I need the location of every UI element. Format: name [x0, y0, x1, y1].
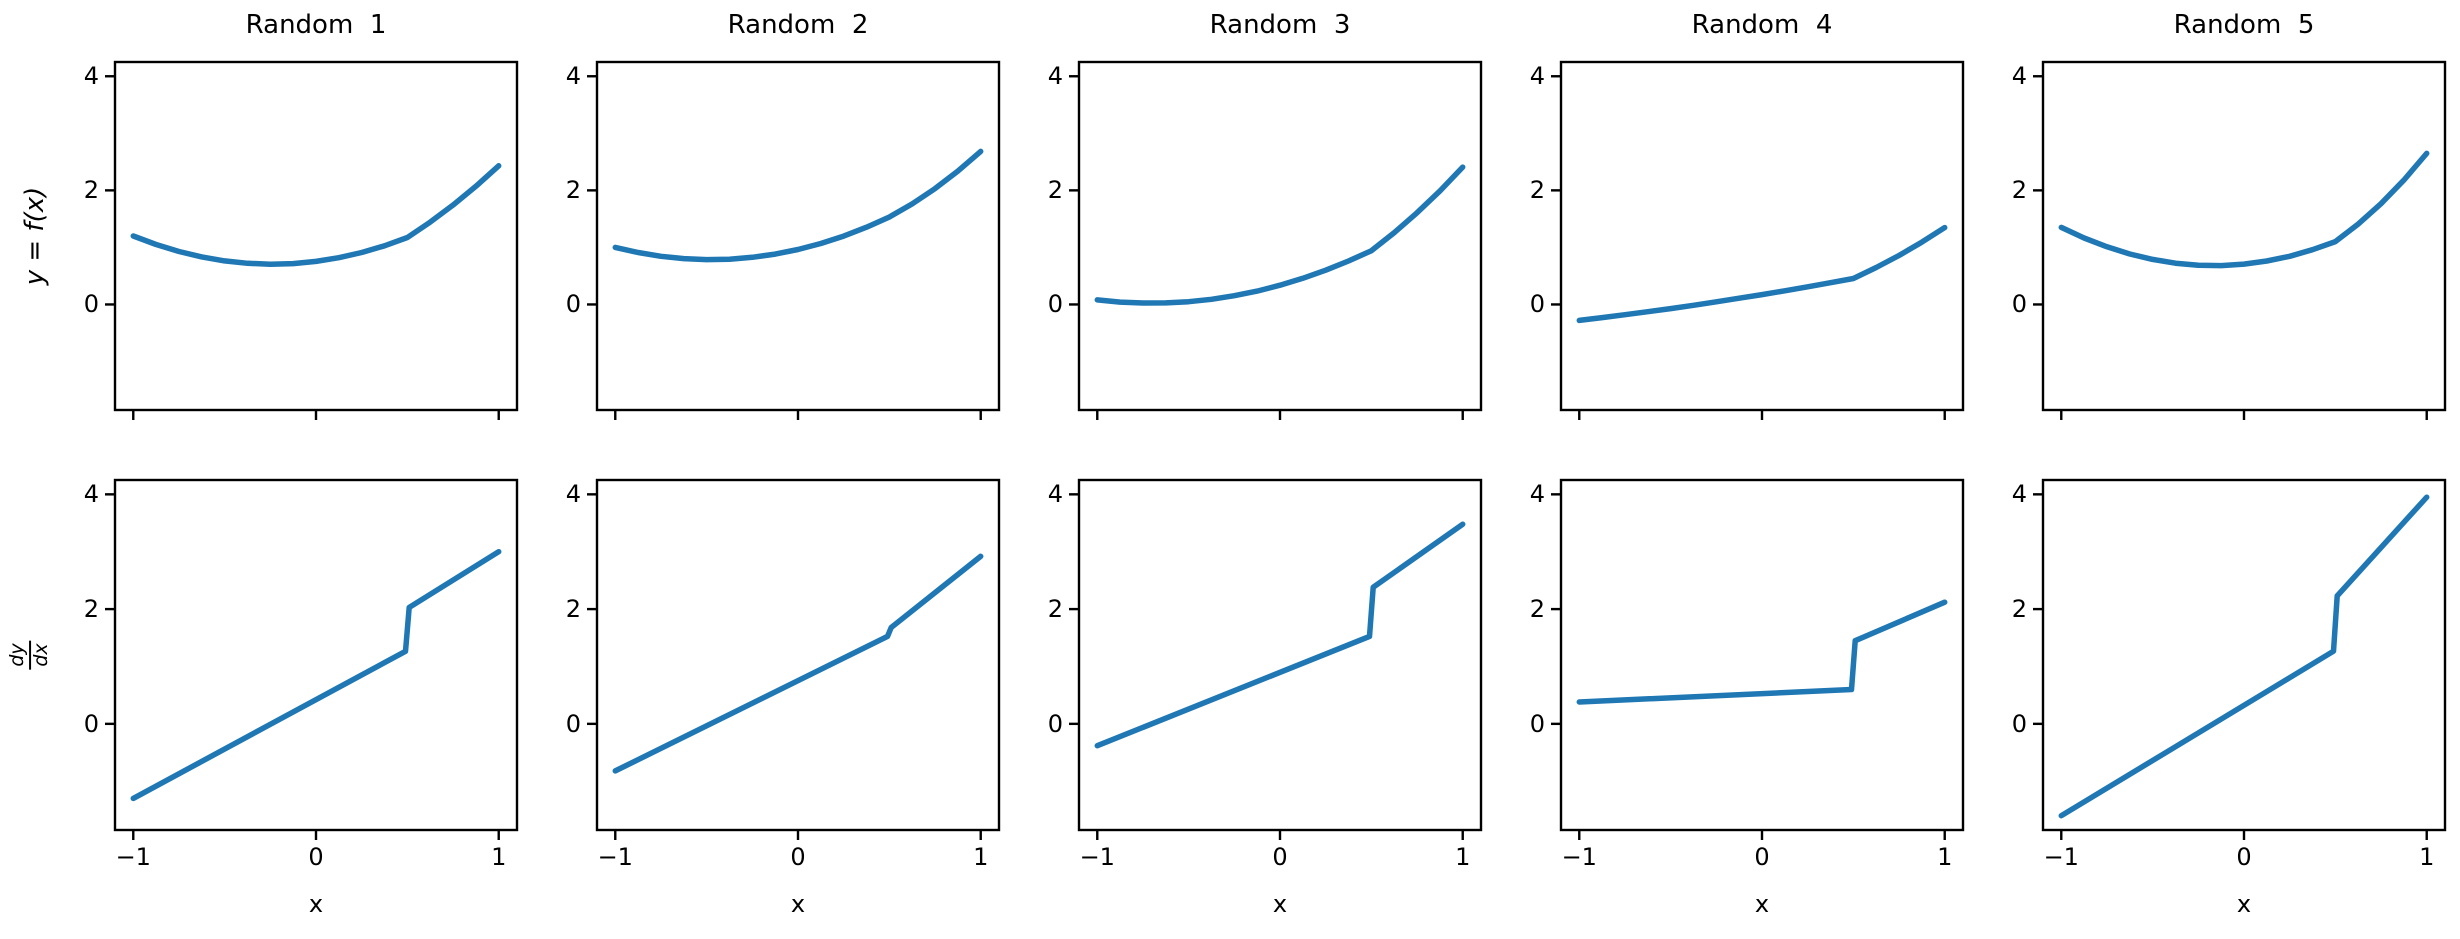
x-tick-label: 1	[491, 843, 507, 871]
y-tick-label: 4	[1529, 62, 1545, 91]
x-tick-label: 1	[973, 843, 989, 871]
x-tick-label: 0	[1754, 843, 1770, 871]
subplot-r1c2	[1069, 478, 1483, 840]
y-tick-label: 0	[83, 709, 99, 738]
data-line	[130, 548, 502, 802]
y-tick-label: 0	[565, 709, 581, 738]
data-line	[1094, 521, 1466, 749]
y-tick-label: 0	[1047, 290, 1063, 319]
subplot-r0c3	[1551, 60, 1965, 420]
x-tick-label: 0	[308, 843, 324, 871]
y-tick-label: 4	[565, 62, 581, 91]
y-tick-label: 4	[1047, 480, 1063, 509]
y-tick-label: 2	[1047, 595, 1063, 624]
x-tick-label: −1	[2043, 843, 2079, 871]
x-axis-label: x	[2236, 890, 2252, 918]
subplot-r0c0	[105, 60, 519, 420]
x-axis-label: x	[1272, 890, 1288, 918]
y-tick-label: 4	[2011, 480, 2027, 509]
y-tick-label: 4	[83, 480, 99, 509]
data-line	[1576, 224, 1948, 324]
y-tick-label: 2	[83, 595, 99, 624]
axes-frame	[2041, 478, 2447, 832]
data-line	[612, 148, 984, 263]
x-tick-label: −1	[1079, 843, 1115, 871]
y-tick-label: 2	[565, 595, 581, 624]
subplot-r0c2	[1069, 60, 1483, 420]
x-tick-label: 1	[1455, 843, 1471, 871]
y-tick-label: 4	[2011, 62, 2027, 91]
y-tick-label: 0	[2011, 709, 2027, 738]
x-tick-label: −1	[115, 843, 151, 871]
y-tick-label: 2	[2011, 176, 2027, 205]
axes-frame	[595, 478, 1001, 832]
axes-frame	[595, 60, 1001, 412]
subplot-r1c4	[2033, 478, 2447, 840]
y-tick-label: 2	[1529, 176, 1545, 205]
y-tick-label: 2	[2011, 595, 2027, 624]
y-tick-label: 4	[565, 480, 581, 509]
fraction-numerator: dy	[6, 640, 31, 670]
subplot-r1c1	[587, 478, 1001, 840]
axes-frame	[1077, 478, 1483, 832]
axes-frame	[2041, 60, 2447, 412]
axes-frame	[1077, 60, 1483, 412]
y-tick-label: 0	[2011, 290, 2027, 319]
x-tick-label: 0	[2236, 843, 2252, 871]
y-tick-label: 2	[1047, 176, 1063, 205]
y-tick-label: 0	[1047, 709, 1063, 738]
x-tick-label: −1	[1561, 843, 1597, 871]
x-tick-label: 0	[790, 843, 806, 871]
x-tick-label: 1	[2419, 843, 2435, 871]
y-tick-label: 0	[1529, 290, 1545, 319]
ylabel-dydx-fraction: dy dx	[6, 640, 52, 670]
data-line	[130, 163, 502, 267]
subplot-r0c1	[587, 60, 1001, 420]
x-axis-label: x	[308, 890, 324, 918]
y-tick-label: 2	[565, 176, 581, 205]
x-axis-label: x	[790, 890, 806, 918]
x-axis-label: x	[1754, 890, 1770, 918]
data-line	[1576, 599, 1948, 705]
subplot-title: Random 5	[2173, 10, 2315, 40]
x-tick-label: 1	[1937, 843, 1953, 871]
data-line	[2058, 494, 2430, 819]
data-line	[612, 553, 984, 774]
y-tick-label: 4	[1047, 62, 1063, 91]
subplot-r0c4	[2033, 60, 2447, 420]
y-tick-label: 0	[83, 290, 99, 319]
axes-frame	[1559, 478, 1965, 832]
subplot-r1c3	[1551, 478, 1965, 840]
x-tick-label: −1	[597, 843, 633, 871]
y-axis-label: y = f(x)	[20, 186, 50, 286]
data-line	[1094, 164, 1466, 306]
axes-frame	[1559, 60, 1965, 412]
subplot-title: Random 4	[1691, 10, 1833, 40]
y-tick-label: 0	[1529, 709, 1545, 738]
subplot-r1c0	[105, 478, 519, 840]
y-tick-label: 2	[1529, 595, 1545, 624]
y-tick-label: 2	[83, 176, 99, 205]
fraction-denominator: dx	[30, 643, 52, 667]
subplot-title: Random 1	[245, 10, 387, 40]
y-tick-label: 0	[565, 290, 581, 319]
y-tick-label: 4	[83, 62, 99, 91]
data-line	[2058, 150, 2430, 269]
subplot-title: Random 3	[1209, 10, 1351, 40]
subplot-title: Random 2	[727, 10, 869, 40]
axes-frame	[113, 60, 519, 412]
y-tick-label: 4	[1529, 480, 1545, 509]
x-tick-label: 0	[1272, 843, 1288, 871]
